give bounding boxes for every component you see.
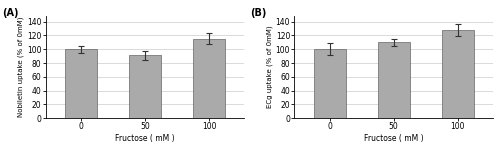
Bar (65, 49, 97, 118)
Y-axis label: ECg uptake (% of 0mM): ECg uptake (% of 0mM) (266, 26, 273, 108)
Bar (378, 42, 410, 118)
Bar (129, 56, 161, 118)
X-axis label: Fructose ( mM ): Fructose ( mM ) (116, 134, 175, 143)
Text: (A): (A) (2, 8, 18, 18)
X-axis label: Fructose ( mM ): Fructose ( mM ) (364, 134, 424, 143)
Bar (193, 39, 225, 118)
Bar (442, 30, 474, 118)
Y-axis label: Nobiletin uptake (% of 0mM): Nobiletin uptake (% of 0mM) (18, 17, 25, 117)
Text: (B): (B) (250, 8, 267, 18)
Bar (314, 49, 346, 118)
